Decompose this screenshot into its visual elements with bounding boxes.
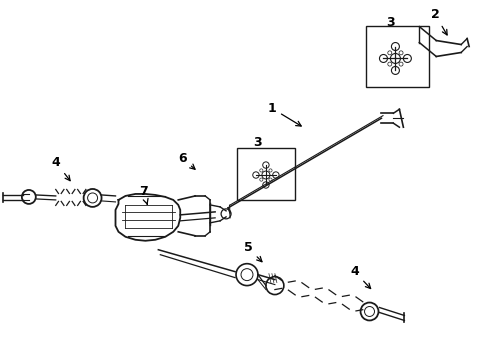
Text: 7: 7 (139, 185, 148, 204)
Text: 4: 4 (350, 265, 370, 288)
Text: 1: 1 (268, 102, 301, 126)
Text: 3: 3 (254, 136, 262, 149)
Text: 6: 6 (178, 152, 195, 169)
Bar (366, 26, 429, 87)
Text: 2: 2 (431, 8, 447, 35)
Text: 4: 4 (51, 156, 70, 181)
Text: 3: 3 (386, 16, 395, 29)
Text: 5: 5 (244, 241, 262, 262)
Bar (237, 148, 295, 200)
